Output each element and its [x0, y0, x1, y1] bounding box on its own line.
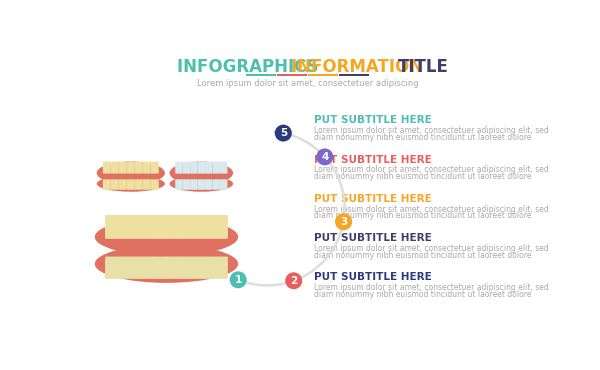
Text: PUT SUBTITLE HERE: PUT SUBTITLE HERE [314, 272, 431, 282]
Ellipse shape [97, 176, 165, 192]
FancyBboxPatch shape [182, 179, 190, 190]
FancyBboxPatch shape [153, 215, 167, 239]
Bar [338, 74, 369, 76]
FancyBboxPatch shape [215, 215, 228, 239]
FancyBboxPatch shape [215, 256, 228, 279]
Text: Lorem ipsum dolor sit amet, consectetuer adipiscing elit, sed: Lorem ipsum dolor sit amet, consectetuer… [314, 205, 548, 213]
Text: diam nonummy nibh euismod tincidunt ut laoreet dolore: diam nonummy nibh euismod tincidunt ut l… [314, 251, 531, 260]
FancyBboxPatch shape [166, 256, 179, 279]
Text: TITLE: TITLE [398, 58, 449, 76]
Bar [308, 74, 338, 76]
FancyBboxPatch shape [220, 162, 227, 174]
Ellipse shape [95, 245, 238, 283]
FancyBboxPatch shape [175, 179, 183, 190]
FancyBboxPatch shape [202, 215, 216, 239]
FancyBboxPatch shape [165, 215, 180, 239]
Text: diam nonummy nibh euismod tincidunt ut laoreet dolore: diam nonummy nibh euismod tincidunt ut l… [314, 212, 531, 221]
Circle shape [275, 125, 292, 142]
Text: 4: 4 [321, 152, 328, 162]
FancyBboxPatch shape [197, 162, 205, 174]
FancyBboxPatch shape [117, 256, 130, 279]
Text: Lorem ipsum dolor sit amet, consectetuer adipiscing elit, sed: Lorem ipsum dolor sit amet, consectetuer… [314, 165, 548, 174]
Circle shape [285, 272, 302, 289]
Ellipse shape [97, 161, 165, 185]
Bar [277, 74, 307, 76]
FancyBboxPatch shape [135, 162, 143, 174]
FancyBboxPatch shape [202, 256, 216, 279]
Text: 5: 5 [280, 128, 287, 138]
Text: INFORMATION: INFORMATION [292, 58, 430, 76]
Text: INFOGRAPHICS: INFOGRAPHICS [177, 58, 325, 76]
FancyBboxPatch shape [111, 179, 119, 190]
FancyBboxPatch shape [141, 256, 155, 279]
FancyBboxPatch shape [190, 179, 197, 190]
FancyBboxPatch shape [143, 162, 151, 174]
FancyBboxPatch shape [220, 179, 227, 190]
Text: Lorem ipsum dolor sit amet, consectetuer adipiscing elit, sed: Lorem ipsum dolor sit amet, consectetuer… [314, 283, 548, 292]
Text: PUT SUBTITLE HERE: PUT SUBTITLE HERE [314, 233, 431, 243]
Text: PUT SUBTITLE HERE: PUT SUBTITLE HERE [314, 194, 431, 204]
FancyBboxPatch shape [178, 215, 192, 239]
Text: Lorem ipsum dolor sit amet, consectetuer adipiscing elit, sed: Lorem ipsum dolor sit amet, consectetuer… [314, 244, 548, 253]
Text: PUT SUBTITLE HERE: PUT SUBTITLE HERE [314, 155, 431, 165]
FancyBboxPatch shape [190, 162, 197, 174]
Text: diam nonummy nibh euismod tincidunt ut laoreet dolore: diam nonummy nibh euismod tincidunt ut l… [314, 290, 531, 299]
FancyBboxPatch shape [119, 179, 127, 190]
Bar [245, 74, 276, 76]
Text: 3: 3 [340, 217, 347, 227]
FancyBboxPatch shape [182, 162, 190, 174]
Text: Lorem ipsum dolor sit amet, consectetuer adipiscing elit, sed: Lorem ipsum dolor sit amet, consectetuer… [314, 126, 548, 135]
FancyBboxPatch shape [190, 256, 204, 279]
FancyBboxPatch shape [103, 179, 111, 190]
Text: diam nonummy nibh euismod tincidunt ut laoreet dolore: diam nonummy nibh euismod tincidunt ut l… [314, 133, 531, 142]
FancyBboxPatch shape [151, 162, 159, 174]
FancyBboxPatch shape [141, 215, 155, 239]
FancyBboxPatch shape [143, 179, 151, 190]
FancyBboxPatch shape [105, 256, 118, 279]
Text: 2: 2 [290, 276, 298, 286]
Text: 1: 1 [235, 275, 242, 285]
Ellipse shape [170, 161, 233, 185]
FancyBboxPatch shape [119, 162, 127, 174]
Ellipse shape [170, 176, 233, 192]
FancyBboxPatch shape [129, 256, 143, 279]
FancyBboxPatch shape [178, 256, 192, 279]
FancyBboxPatch shape [212, 162, 220, 174]
FancyBboxPatch shape [129, 215, 143, 239]
Ellipse shape [95, 218, 238, 256]
FancyBboxPatch shape [127, 162, 135, 174]
FancyBboxPatch shape [212, 179, 220, 190]
FancyBboxPatch shape [135, 179, 143, 190]
FancyBboxPatch shape [105, 215, 118, 239]
Circle shape [230, 271, 247, 288]
Text: diam nonummy nibh euismod tincidunt ut laoreet dolore: diam nonummy nibh euismod tincidunt ut l… [314, 172, 531, 181]
FancyBboxPatch shape [151, 179, 159, 190]
FancyBboxPatch shape [175, 162, 183, 174]
Circle shape [316, 148, 334, 165]
Circle shape [335, 213, 352, 230]
FancyBboxPatch shape [205, 162, 212, 174]
FancyBboxPatch shape [117, 215, 130, 239]
FancyBboxPatch shape [103, 162, 111, 174]
FancyBboxPatch shape [127, 179, 135, 190]
FancyBboxPatch shape [205, 179, 212, 190]
FancyBboxPatch shape [190, 215, 204, 239]
FancyBboxPatch shape [153, 256, 167, 279]
FancyBboxPatch shape [197, 179, 205, 190]
Text: PUT SUBTITLE HERE: PUT SUBTITLE HERE [314, 115, 431, 125]
FancyBboxPatch shape [111, 162, 119, 174]
Text: Lorem ipsum dolor sit amet, consectetuer adipiscing: Lorem ipsum dolor sit amet, consectetuer… [197, 79, 418, 88]
